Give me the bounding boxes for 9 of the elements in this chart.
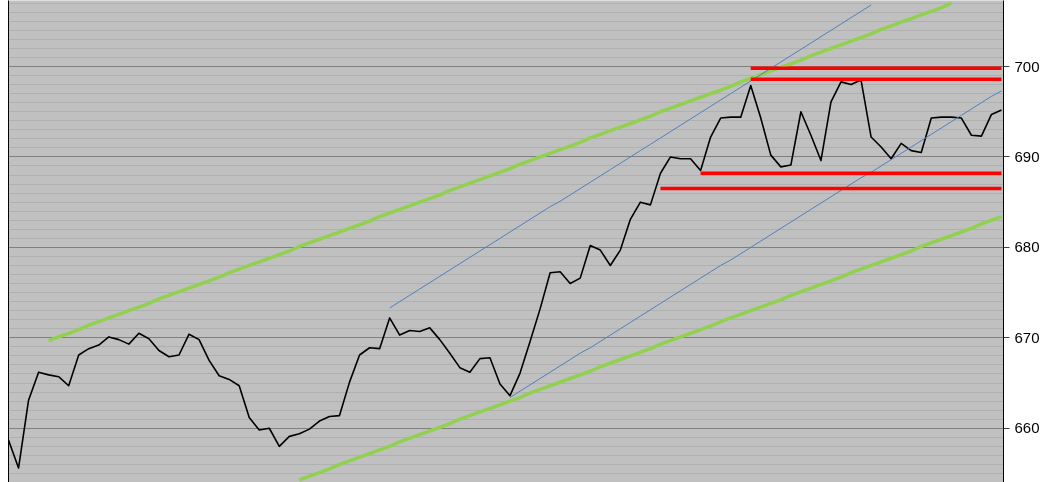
line-series [509,90,1002,398]
y-tick-label: 660 [1014,419,1040,437]
y-tick-label: 670 [1014,328,1040,346]
line-series [46,1,954,343]
y-tick-label: 690 [1014,147,1040,165]
y-tick-label: 700 [1014,57,1040,75]
y-tick-label: 680 [1014,238,1040,256]
line-series [389,4,872,309]
line-series [297,214,1004,482]
